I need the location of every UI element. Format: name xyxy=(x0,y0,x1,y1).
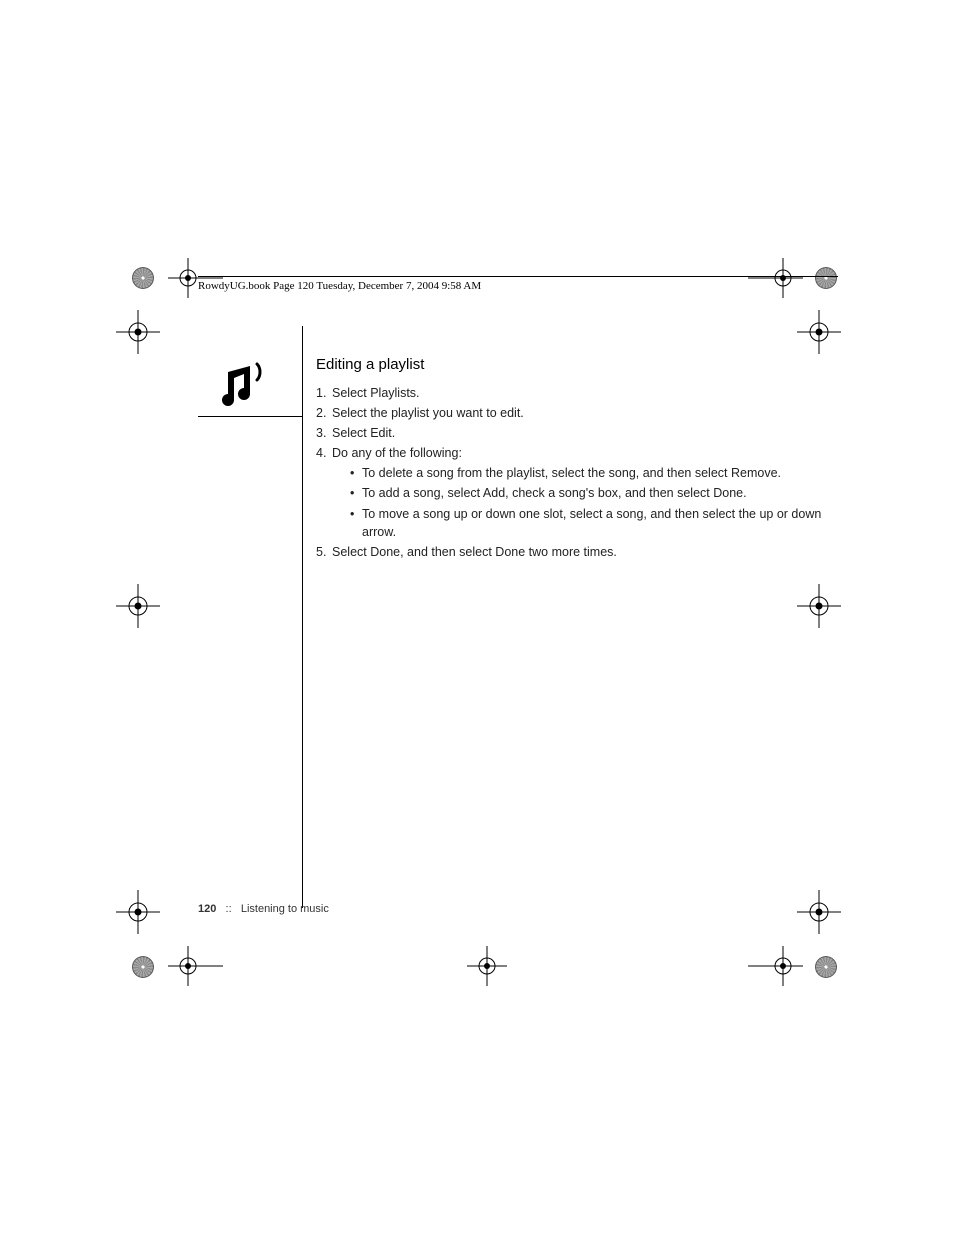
chapter-name: Listening to music xyxy=(241,903,329,915)
step-4-num: 4. xyxy=(316,444,332,462)
bullet-3: •To move a song up or down one slot, sel… xyxy=(332,505,836,541)
step-3-num: 3. xyxy=(316,424,332,442)
step-3: 3.Select Edit. xyxy=(316,424,836,442)
reg-mark-left-1 xyxy=(116,310,160,354)
globe-top-left xyxy=(132,267,154,289)
step-1-num: 1. xyxy=(316,384,332,402)
page-frame: RowdyUG.book Page 120 Tuesday, December … xyxy=(198,276,846,956)
globe-bottom-right xyxy=(815,956,837,978)
step-2-num: 2. xyxy=(316,404,332,422)
sidebar-divider xyxy=(302,326,303,908)
page-number: 120 xyxy=(198,903,216,915)
reg-mark-left-3 xyxy=(116,890,160,934)
step-2: 2.Select the playlist you want to edit. xyxy=(316,404,836,422)
step-4-text: Do any of the following: xyxy=(332,446,462,460)
bullet-icon: • xyxy=(350,505,362,523)
icon-underline xyxy=(198,416,302,417)
step-5: 5.Select Done, and then select Done two … xyxy=(316,543,836,561)
music-icon xyxy=(217,362,269,410)
bullet-icon: • xyxy=(350,464,362,482)
step-5-text: Select Done, and then select Done two mo… xyxy=(332,545,617,559)
step-2-text: Select the playlist you want to edit. xyxy=(332,406,524,420)
bullet-1-text: To delete a song from the playlist, sele… xyxy=(362,466,781,480)
content-area: Editing a playlist 1.Select Playlists. 2… xyxy=(316,354,836,563)
bullet-1: •To delete a song from the playlist, sel… xyxy=(332,464,836,482)
step-3-text: Select Edit. xyxy=(332,426,395,440)
bullet-2: •To add a song, select Add, check a song… xyxy=(332,484,836,502)
step-1-text: Select Playlists. xyxy=(332,386,420,400)
page-footer: 120 :: Listening to music xyxy=(198,903,329,915)
bullet-3-text: To move a song up or down one slot, sele… xyxy=(362,507,821,539)
bullet-2-text: To add a song, select Add, check a song'… xyxy=(362,486,747,500)
step-4: 4.Do any of the following: •To delete a … xyxy=(316,444,836,541)
step-1: 1.Select Playlists. xyxy=(316,384,836,402)
globe-bottom-left xyxy=(132,956,154,978)
footer-sep: :: xyxy=(226,903,232,915)
step-5-num: 5. xyxy=(316,543,332,561)
reg-mark-left-2 xyxy=(116,584,160,628)
header-text: RowdyUG.book Page 120 Tuesday, December … xyxy=(198,280,481,292)
bullet-icon: • xyxy=(350,484,362,502)
header-rule xyxy=(198,276,838,277)
section-title: Editing a playlist xyxy=(316,354,836,376)
